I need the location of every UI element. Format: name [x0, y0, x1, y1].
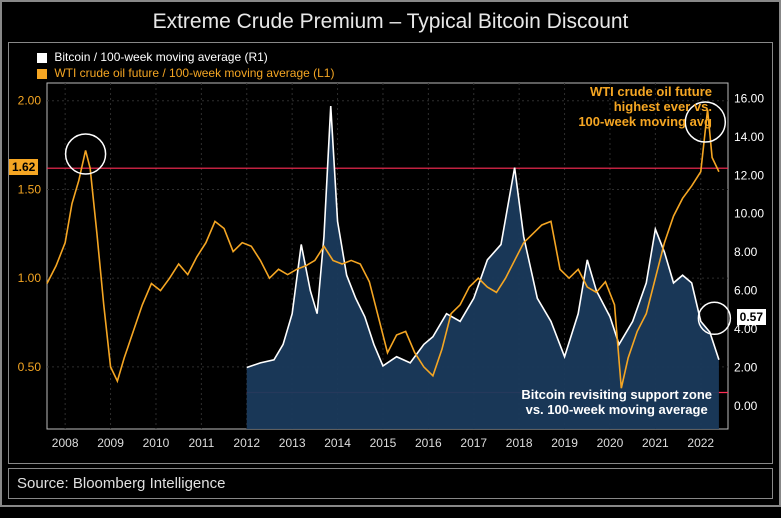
svg-text:6.00: 6.00 [734, 284, 758, 298]
svg-text:2013: 2013 [279, 436, 306, 450]
annotation-btc-low: Bitcoin revisiting support zonevs. 100-w… [521, 388, 712, 418]
svg-text:2018: 2018 [506, 436, 533, 450]
chart-title: Extreme Crude Premium – Typical Bitcoin … [2, 2, 779, 38]
svg-text:2.00: 2.00 [18, 94, 42, 108]
legend-label-wti: WTI crude oil future / 100-week moving a… [54, 66, 334, 80]
legend: Bitcoin / 100-week moving average (R1) W… [37, 49, 334, 81]
svg-text:8.00: 8.00 [734, 245, 758, 259]
svg-text:2012: 2012 [233, 436, 260, 450]
svg-text:2017: 2017 [460, 436, 487, 450]
svg-text:10.00: 10.00 [734, 207, 764, 221]
svg-text:2.00: 2.00 [734, 360, 758, 374]
svg-text:2020: 2020 [597, 436, 624, 450]
svg-text:2009: 2009 [97, 436, 124, 450]
y-right-marker: 0.57 [737, 309, 766, 325]
legend-item-bitcoin: Bitcoin / 100-week moving average (R1) [37, 49, 334, 65]
annotation-wti-high: WTI crude oil futurehighest ever vs.100-… [578, 85, 712, 130]
svg-text:2016: 2016 [415, 436, 442, 450]
svg-text:2008: 2008 [52, 436, 79, 450]
svg-text:16.00: 16.00 [734, 91, 764, 105]
legend-swatch-wti [37, 69, 47, 79]
source-label: Source: Bloomberg Intelligence [8, 468, 773, 499]
svg-text:2022: 2022 [687, 436, 714, 450]
svg-text:1.00: 1.00 [18, 271, 42, 285]
svg-text:1.50: 1.50 [18, 182, 42, 196]
svg-text:2010: 2010 [143, 436, 170, 450]
svg-text:0.50: 0.50 [18, 360, 42, 374]
svg-text:2021: 2021 [642, 436, 669, 450]
svg-text:2019: 2019 [551, 436, 578, 450]
legend-swatch-bitcoin [37, 53, 47, 63]
svg-text:2014: 2014 [324, 436, 351, 450]
svg-text:12.00: 12.00 [734, 168, 764, 182]
legend-label-bitcoin: Bitcoin / 100-week moving average (R1) [54, 50, 267, 64]
y-left-marker: 1.62 [9, 159, 38, 175]
chart-container: Bitcoin / 100-week moving average (R1) W… [8, 42, 773, 464]
svg-text:14.00: 14.00 [734, 130, 764, 144]
svg-text:2011: 2011 [188, 436, 214, 450]
panel: Extreme Crude Premium – Typical Bitcoin … [0, 0, 781, 507]
svg-text:0.00: 0.00 [734, 399, 758, 413]
svg-text:2015: 2015 [370, 436, 397, 450]
legend-item-wti: WTI crude oil future / 100-week moving a… [37, 65, 334, 81]
